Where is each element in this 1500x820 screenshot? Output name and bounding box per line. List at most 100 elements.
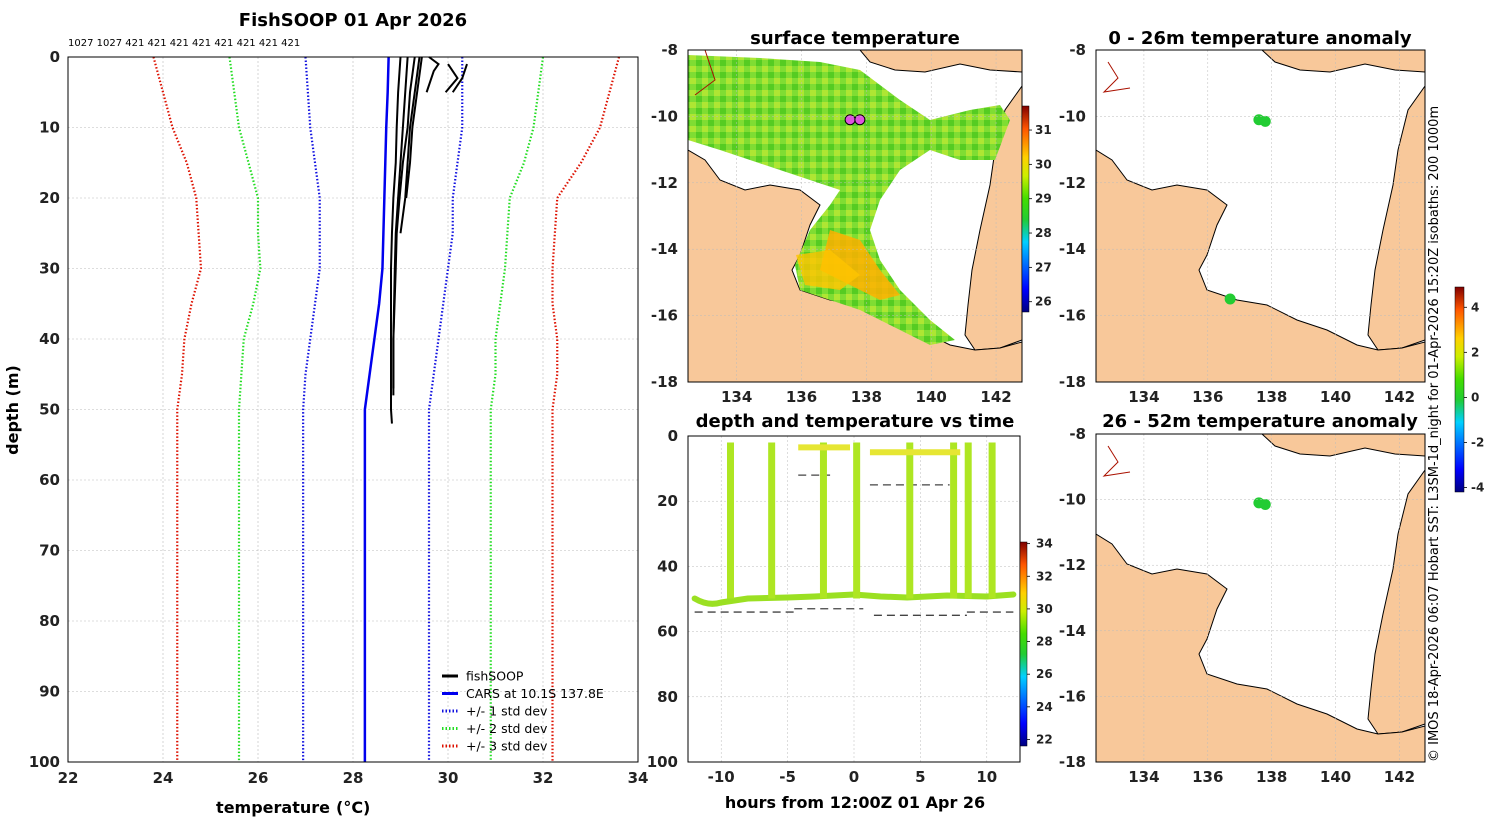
map-lon-tick: 134 bbox=[721, 388, 752, 406]
credit-text: © IMOS 18-Apr-2026 06:07 Hobart SST: L3S… bbox=[1427, 106, 1442, 762]
land-png bbox=[1261, 50, 1425, 73]
profile-y-tick: 60 bbox=[39, 471, 60, 489]
profile-y-tick: 40 bbox=[39, 330, 60, 348]
map-lat-tick: -18 bbox=[1059, 753, 1086, 771]
map-lon-tick: 134 bbox=[1128, 388, 1159, 406]
sst-coverage bbox=[688, 55, 1010, 345]
profile-fishsoop-cast bbox=[390, 56, 402, 424]
map-lon-tick: 142 bbox=[1384, 768, 1415, 786]
profile-header-labels: 1027 1027 421 421 421 421 421 421 421 42… bbox=[68, 38, 300, 49]
map-lat-tick: -8 bbox=[1069, 41, 1086, 59]
anomaly-upper-ticks: 134 136 138 140 142 -8 -10 -12 -14 -16 -18 bbox=[1059, 41, 1415, 406]
sst-map-panel: surface temperature 134 136 138 140 142 -8 -10… bbox=[651, 28, 1052, 406]
profile-x-tick: 34 bbox=[628, 769, 649, 787]
timeseries-panel: depth and temperature vs time -10 -5 0 5 100… bbox=[647, 411, 1053, 812]
map-point bbox=[1259, 499, 1271, 511]
isobath-200 bbox=[1102, 445, 1131, 477]
map-lon-tick: 140 bbox=[1320, 388, 1351, 406]
legend-label: CARS at 10.1S 137.8E bbox=[466, 686, 604, 701]
anomaly-colorbar-tick-label: 4 bbox=[1471, 300, 1479, 314]
map-lon-tick: 134 bbox=[1128, 768, 1159, 786]
profile-lines bbox=[152, 56, 621, 762]
land-png bbox=[1261, 434, 1425, 457]
sst-colorbar-tick-label: 30 bbox=[1035, 157, 1052, 171]
map-lon-tick: 138 bbox=[1256, 388, 1287, 406]
land-arnhem bbox=[1096, 149, 1425, 382]
timeseries-colorbar-tick-label: 26 bbox=[1036, 667, 1053, 681]
profile-fishsoop-cast bbox=[399, 56, 421, 234]
profile-fishsoop-casts bbox=[390, 56, 468, 424]
map-lat-tick: -18 bbox=[1059, 373, 1086, 391]
profile-y-tick: 80 bbox=[39, 612, 60, 630]
timeseries-colorbar-tick-label: 22 bbox=[1036, 732, 1053, 746]
anomaly-colorbar-tick-label: -2 bbox=[1471, 435, 1484, 449]
map-lat-tick: -18 bbox=[651, 373, 678, 391]
map-lon-tick: 142 bbox=[1384, 388, 1415, 406]
profile-line-cars bbox=[363, 56, 390, 762]
sst-map-body bbox=[688, 50, 1022, 382]
map-lat-tick: -12 bbox=[651, 174, 678, 192]
profile-x-tick: 32 bbox=[533, 769, 554, 787]
timeseries-y-tick: 100 bbox=[647, 753, 678, 771]
sst-warm-patch-2 bbox=[796, 250, 860, 290]
isobath-200 bbox=[1102, 61, 1131, 93]
profile-x-label: temperature bbox=[216, 798, 330, 817]
map-lat-tick: -16 bbox=[1059, 307, 1086, 325]
profile-title: FishSOOP 01 Apr 2026 bbox=[239, 10, 467, 31]
timeseries-colorbar-tick-label: 28 bbox=[1036, 635, 1053, 649]
timeseries-x-label: hours from 12:00Z 01 Apr 26 bbox=[725, 793, 985, 812]
profile-line-std2-low bbox=[228, 56, 262, 762]
profile-line-std3-high bbox=[551, 56, 621, 762]
timeseries-colorbar-tick-label: 32 bbox=[1036, 569, 1053, 583]
timeseries-title: depth and temperature vs time bbox=[696, 411, 1015, 432]
profile-x-tick: 30 bbox=[438, 769, 459, 787]
map-lat-tick: -10 bbox=[1059, 491, 1086, 509]
timeseries-y-tick: 20 bbox=[657, 492, 678, 510]
profile-legend: fishSOOP CARS at 10.1S 137.8E +/- 1 std de… bbox=[442, 669, 604, 754]
timeseries-colorbar-tick-label: 34 bbox=[1036, 537, 1053, 551]
profile-y-tick: 10 bbox=[39, 119, 60, 137]
timeseries-colorbar-tick-label: 30 bbox=[1036, 602, 1053, 616]
profile-x-tick: 22 bbox=[58, 769, 79, 787]
map-lat-tick: -8 bbox=[1069, 425, 1086, 443]
sst-colorbar-tick-label: 29 bbox=[1035, 192, 1052, 206]
map-point bbox=[1224, 293, 1236, 305]
profile-y-label: depth (m) bbox=[3, 365, 22, 455]
profile-fishsoop-cast bbox=[425, 56, 440, 93]
profile-x-tick: 26 bbox=[248, 769, 269, 787]
timeseries-colorbar-tick-label: 24 bbox=[1036, 700, 1053, 714]
map-lon-tick: 138 bbox=[851, 388, 882, 406]
map-lat-tick: -8 bbox=[661, 41, 678, 59]
map-lat-tick: -10 bbox=[1059, 107, 1086, 125]
legend-label: +/- 3 std dev bbox=[466, 739, 548, 754]
map-lat-tick: -14 bbox=[651, 240, 678, 258]
timeseries-y-tick: 0 bbox=[668, 427, 678, 445]
timeseries-x-tick: 0 bbox=[849, 768, 859, 786]
land-png bbox=[859, 50, 1022, 73]
timeseries-y-tick: 80 bbox=[657, 688, 678, 706]
timeseries-x-tick: -5 bbox=[779, 768, 796, 786]
map-lon-tick: 136 bbox=[786, 388, 817, 406]
anomaly-lower-ticks: 134 136 138 140 142 -8 -10 -12 -14 -16 -18 bbox=[1059, 425, 1415, 786]
profile-y-tick: 50 bbox=[39, 401, 60, 419]
sst-colorbar-tick-label: 27 bbox=[1035, 260, 1052, 274]
profile-panel: FishSOOP 01 Apr 2026 1027 1027 421 421 4… bbox=[3, 10, 648, 817]
anomaly-colorbar-tick-label: -4 bbox=[1471, 480, 1484, 494]
legend-label: +/- 2 std dev bbox=[466, 721, 548, 736]
map-lon-tick: 136 bbox=[1192, 768, 1223, 786]
sst-points bbox=[844, 114, 866, 126]
map-point bbox=[854, 114, 866, 126]
map-lon-tick: 142 bbox=[980, 388, 1011, 406]
anomaly-colorbar-tick-label: 0 bbox=[1471, 390, 1479, 404]
sst-colorbar-ticks: 26 27 28 29 30 31 bbox=[1029, 123, 1052, 309]
map-point bbox=[1259, 115, 1271, 127]
isobath-200 bbox=[694, 50, 716, 96]
profile-x-tick: 28 bbox=[343, 769, 364, 787]
anomaly-upper-points bbox=[1224, 114, 1271, 305]
anomaly-upper-panel: 0 - 26m temperature anomaly 134 136 138 140… bbox=[1059, 28, 1426, 406]
profile-line-std3-low bbox=[152, 56, 203, 762]
profile-y-tick: 70 bbox=[39, 542, 60, 560]
anomaly-colorbar bbox=[1454, 286, 1465, 493]
